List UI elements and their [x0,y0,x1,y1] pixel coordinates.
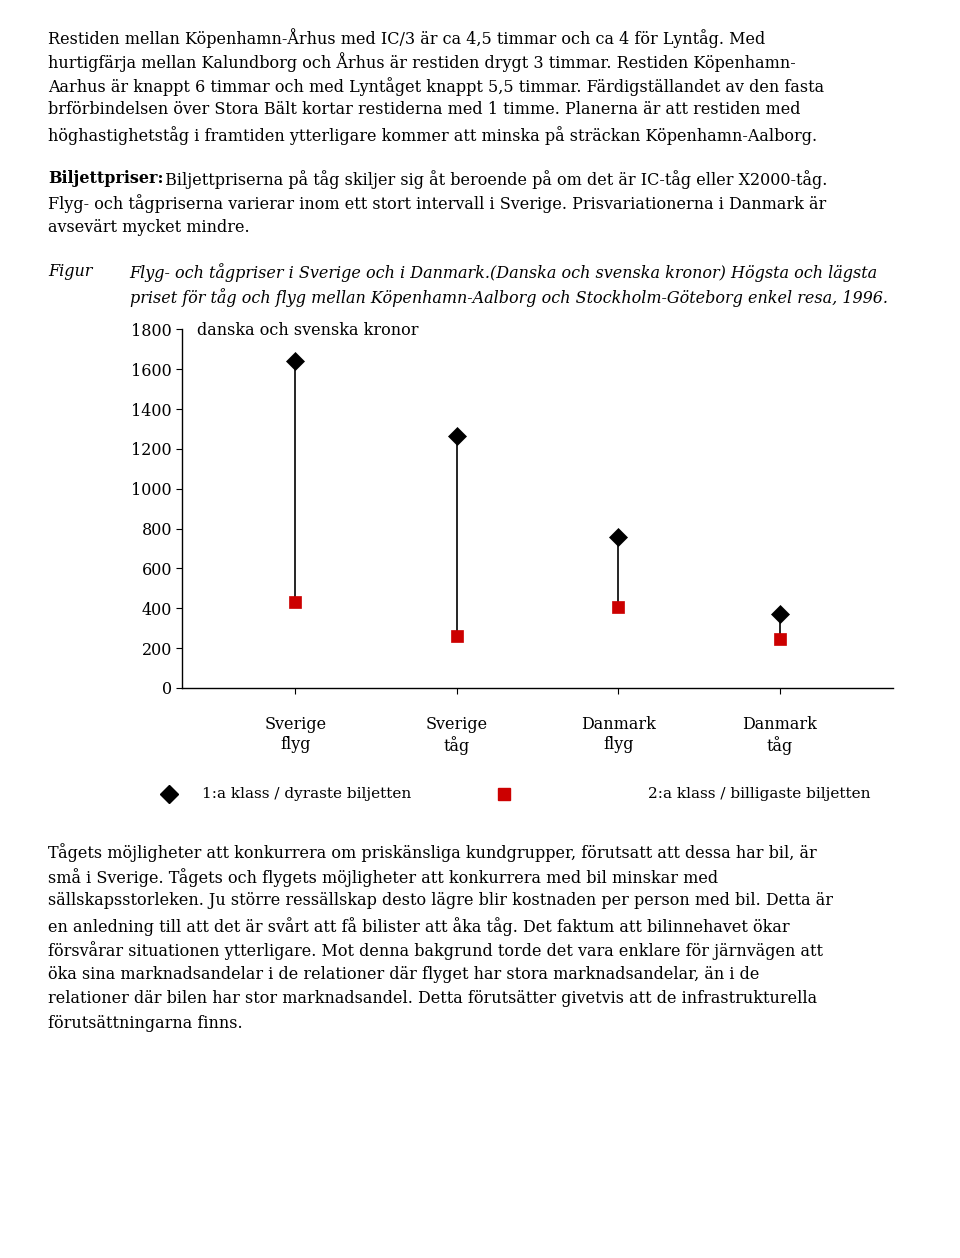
Text: Aarhus är knappt 6 timmar och med Lyntåget knappt 5,5 timmar. Färdigställandet a: Aarhus är knappt 6 timmar och med Lyntåg… [48,77,824,96]
Text: Figur: Figur [48,263,92,281]
Text: öka sina marknadsandelar i de relationer där flyget har stora marknadsandelar, ä: öka sina marknadsandelar i de relationer… [48,966,759,982]
Text: relationer där bilen har stor marknadsandel. Detta förutsätter givetvis att de i: relationer där bilen har stor marknadsan… [48,990,817,1008]
Text: priset för tåg och flyg mellan Köpenhamn-Aalborg och Stockholm-Göteborg enkel re: priset för tåg och flyg mellan Köpenhamn… [130,288,888,307]
Text: 1:a klass / dyraste biljetten: 1:a klass / dyraste biljetten [202,786,411,800]
Text: sällskapsstorleken. Ju större ressällskap desto lägre blir kostnaden per person : sällskapsstorleken. Ju större ressällska… [48,892,833,910]
Text: Biljettpriser:: Biljettpriser: [48,170,163,187]
Text: 2:a klass / billigaste biljetten: 2:a klass / billigaste biljetten [648,786,871,800]
Text: tåg: tåg [767,736,793,755]
Text: små i Sverige. Tågets och flygets möjligheter att konkurrera med bil minskar med: små i Sverige. Tågets och flygets möjlig… [48,868,718,887]
Text: Sverige: Sverige [426,716,488,732]
Text: Restiden mellan Köpenhamn-Århus med IC/3 är ca 4,5 timmar och ca 4 för Lyntåg. M: Restiden mellan Köpenhamn-Århus med IC/3… [48,28,765,48]
Text: Danmark: Danmark [581,716,656,732]
Text: förutsättningarna finns.: förutsättningarna finns. [48,1015,243,1032]
Text: Biljettpriserna på tåg skiljer sig åt beroende på om det är IC-tåg eller X2000-t: Biljettpriserna på tåg skiljer sig åt be… [160,170,828,189]
Text: hurtigfärja mellan Kalundborg och Århus är restiden drygt 3 timmar. Restiden Köp: hurtigfärja mellan Kalundborg och Århus … [48,52,796,72]
Text: Danmark: Danmark [742,716,817,732]
Text: försvårar situationen ytterligare. Mot denna bakgrund torde det vara enklare för: försvårar situationen ytterligare. Mot d… [48,941,823,960]
Text: flyg: flyg [603,736,634,752]
Text: Tågets möjligheter att konkurrera om priskänsliga kundgrupper, förutsatt att des: Tågets möjligheter att konkurrera om pri… [48,843,817,862]
Text: en anledning till att det är svårt att få bilister att åka tåg. Det faktum att b: en anledning till att det är svårt att f… [48,917,790,936]
Text: höghastighetståg i framtiden ytterligare kommer att minska på sträckan Köpenhamn: höghastighetståg i framtiden ytterligare… [48,126,817,145]
Text: flyg: flyg [280,736,311,752]
Text: brförbindelsen över Stora Bält kortar restiderna med 1 timme. Planerna är att re: brförbindelsen över Stora Bält kortar re… [48,101,801,118]
Text: Sverige: Sverige [264,716,326,732]
Text: tåg: tåg [444,736,470,755]
Text: danska och svenska kronor: danska och svenska kronor [197,322,419,340]
Text: Flyg- och tågpriserna varierar inom ett stort intervall i Sverige. Prisvariation: Flyg- och tågpriserna varierar inom ett … [48,195,827,214]
Text: avsevärt mycket mindre.: avsevärt mycket mindre. [48,219,250,237]
Text: Flyg- och tågpriser i Sverige och i Danmark.(Danska och svenska kronor) Högsta o: Flyg- och tågpriser i Sverige och i Danm… [130,263,877,282]
